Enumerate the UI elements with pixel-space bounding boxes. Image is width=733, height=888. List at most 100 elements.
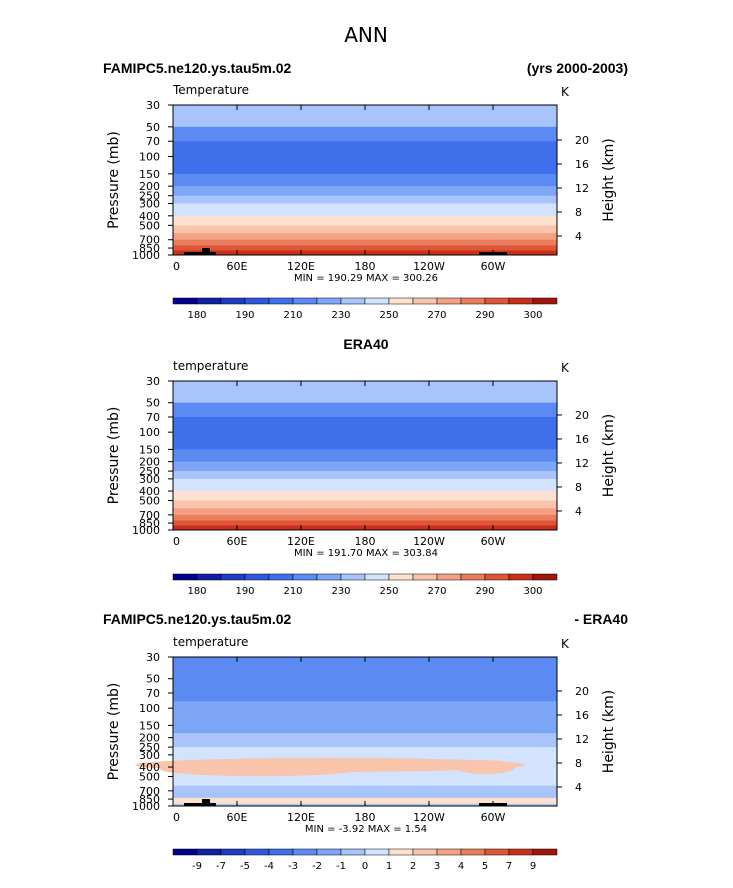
contour-band — [173, 417, 557, 450]
min-max-stats: MIN = 190.29 MAX = 300.26 — [294, 273, 438, 284]
colorbar-segment — [244, 573, 270, 581]
pressure-tick-label: 200 — [139, 456, 160, 469]
colorbar-label: 210 — [283, 586, 302, 597]
colorbar-label: 4 — [458, 861, 464, 872]
contour-band — [173, 514, 557, 522]
colorbar-segment — [364, 297, 390, 305]
y-axis-right-label: Height (km) — [601, 414, 617, 497]
contour-band — [173, 245, 557, 251]
colorbar-label: 2 — [410, 861, 416, 872]
pressure-tick-label: 850 — [139, 517, 160, 530]
colorbar-segment — [292, 297, 318, 305]
pressure-tick-label: 250 — [139, 741, 160, 754]
height-tick-label: 8 — [575, 757, 582, 770]
colorbar-segment — [340, 297, 366, 305]
contour-band — [173, 186, 557, 197]
colorbar-segment — [412, 573, 438, 581]
pressure-tick-label: 30 — [146, 375, 160, 388]
topography-mask — [202, 799, 210, 806]
colorbar-segment — [172, 848, 198, 856]
x-tick-label: 120E — [287, 260, 315, 273]
x-tick-label: 180 — [355, 260, 376, 273]
colorbar-segment — [436, 573, 462, 581]
pressure-tick-label: 500 — [139, 771, 160, 784]
pressure-tick-label: 1000 — [132, 524, 160, 537]
colorbar-segment — [364, 573, 390, 581]
colorbar-label: 210 — [283, 310, 302, 321]
pressure-tick-label: 300 — [139, 197, 160, 210]
colorbar-label: -9 — [192, 861, 202, 872]
colorbar-segment — [244, 297, 270, 305]
colorbar-label: 190 — [235, 310, 254, 321]
colorbar-segment — [316, 297, 342, 305]
colorbar-segment — [244, 848, 270, 856]
pressure-tick-label: 700 — [139, 785, 160, 798]
contour-band — [173, 239, 557, 246]
pressure-tick-label: 150 — [139, 168, 160, 181]
contour-band — [173, 461, 557, 472]
pressure-tick-label: 50 — [146, 397, 160, 410]
height-tick-label: 16 — [575, 709, 589, 722]
colorbar-segment — [412, 848, 438, 856]
colorbar-segment — [292, 848, 318, 856]
pressure-tick-label: 500 — [139, 495, 160, 508]
colorbar-segment — [220, 573, 246, 581]
colorbar-segment — [484, 573, 510, 581]
colorbar-label: 0 — [362, 861, 368, 872]
panel-left-title: FAMIPC5.ne120.ys.tau5m.02 — [103, 611, 292, 627]
height-tick-label: 12 — [575, 457, 589, 470]
height-tick-label: 4 — [575, 230, 582, 243]
x-tick-label: 0 — [173, 260, 180, 273]
pressure-tick-label: 500 — [139, 219, 160, 232]
variable-label: Temperature — [172, 83, 249, 97]
pressure-tick-label: 30 — [146, 99, 160, 112]
panel-diff: FAMIPC5.ne120.ys.tau5m.02 - ERA40 temperat… — [103, 611, 628, 872]
pressure-tick-label: 100 — [139, 151, 160, 164]
colorbar-segment — [436, 848, 462, 856]
pressure-tick-label: 850 — [139, 793, 160, 806]
y-axis-right-label: Height (km) — [601, 690, 617, 773]
contour-band — [173, 126, 557, 142]
contour-band — [173, 449, 557, 463]
x-tick-label: 60W — [481, 535, 506, 548]
colorbar-segment — [484, 297, 510, 305]
colorbar-label: 250 — [379, 310, 398, 321]
y-axis-label: Pressure (mb) — [106, 683, 122, 781]
colorbar-label: 180 — [187, 586, 206, 597]
height-tick-label: 8 — [575, 206, 582, 219]
height-tick-label: 4 — [575, 505, 582, 518]
min-max-stats: MIN = 191.70 MAX = 303.84 — [294, 548, 438, 559]
pressure-tick-label: 70 — [146, 411, 160, 424]
pressure-tick-label: 700 — [139, 234, 160, 247]
pressure-tick-label: 100 — [139, 426, 160, 439]
colorbar-label: -2 — [312, 861, 322, 872]
x-tick-label: 0 — [173, 535, 180, 548]
contour-band — [173, 478, 557, 492]
contour-band — [173, 105, 557, 128]
height-tick-label: 4 — [575, 781, 582, 794]
colorbar-label: 290 — [475, 310, 494, 321]
contour-band — [173, 173, 557, 187]
colorbar-label: 7 — [506, 861, 512, 872]
colorbar-label: 270 — [427, 310, 446, 321]
colorbar-label: 3 — [434, 861, 440, 872]
x-tick-label: 60E — [227, 260, 248, 273]
height-tick-label: 16 — [575, 433, 589, 446]
contour-band — [173, 508, 557, 516]
contour-band — [173, 657, 557, 702]
colorbar-label: 300 — [523, 586, 542, 597]
colorbar-segment — [340, 573, 366, 581]
height-tick-label: 16 — [575, 158, 589, 171]
pressure-tick-label: 50 — [146, 121, 160, 134]
contour-band — [173, 381, 557, 404]
height-tick-label: 8 — [575, 481, 582, 494]
colorbar-segment — [484, 848, 510, 856]
panel-right-title: (yrs 2000-2003) — [527, 60, 628, 76]
colorbar-segment — [532, 848, 558, 856]
pressure-tick-label: 400 — [139, 210, 160, 223]
colorbar-segment — [268, 297, 294, 305]
pressure-tick-label: 150 — [139, 443, 160, 456]
contour-band — [173, 141, 557, 175]
pressure-tick-label: 400 — [139, 485, 160, 498]
